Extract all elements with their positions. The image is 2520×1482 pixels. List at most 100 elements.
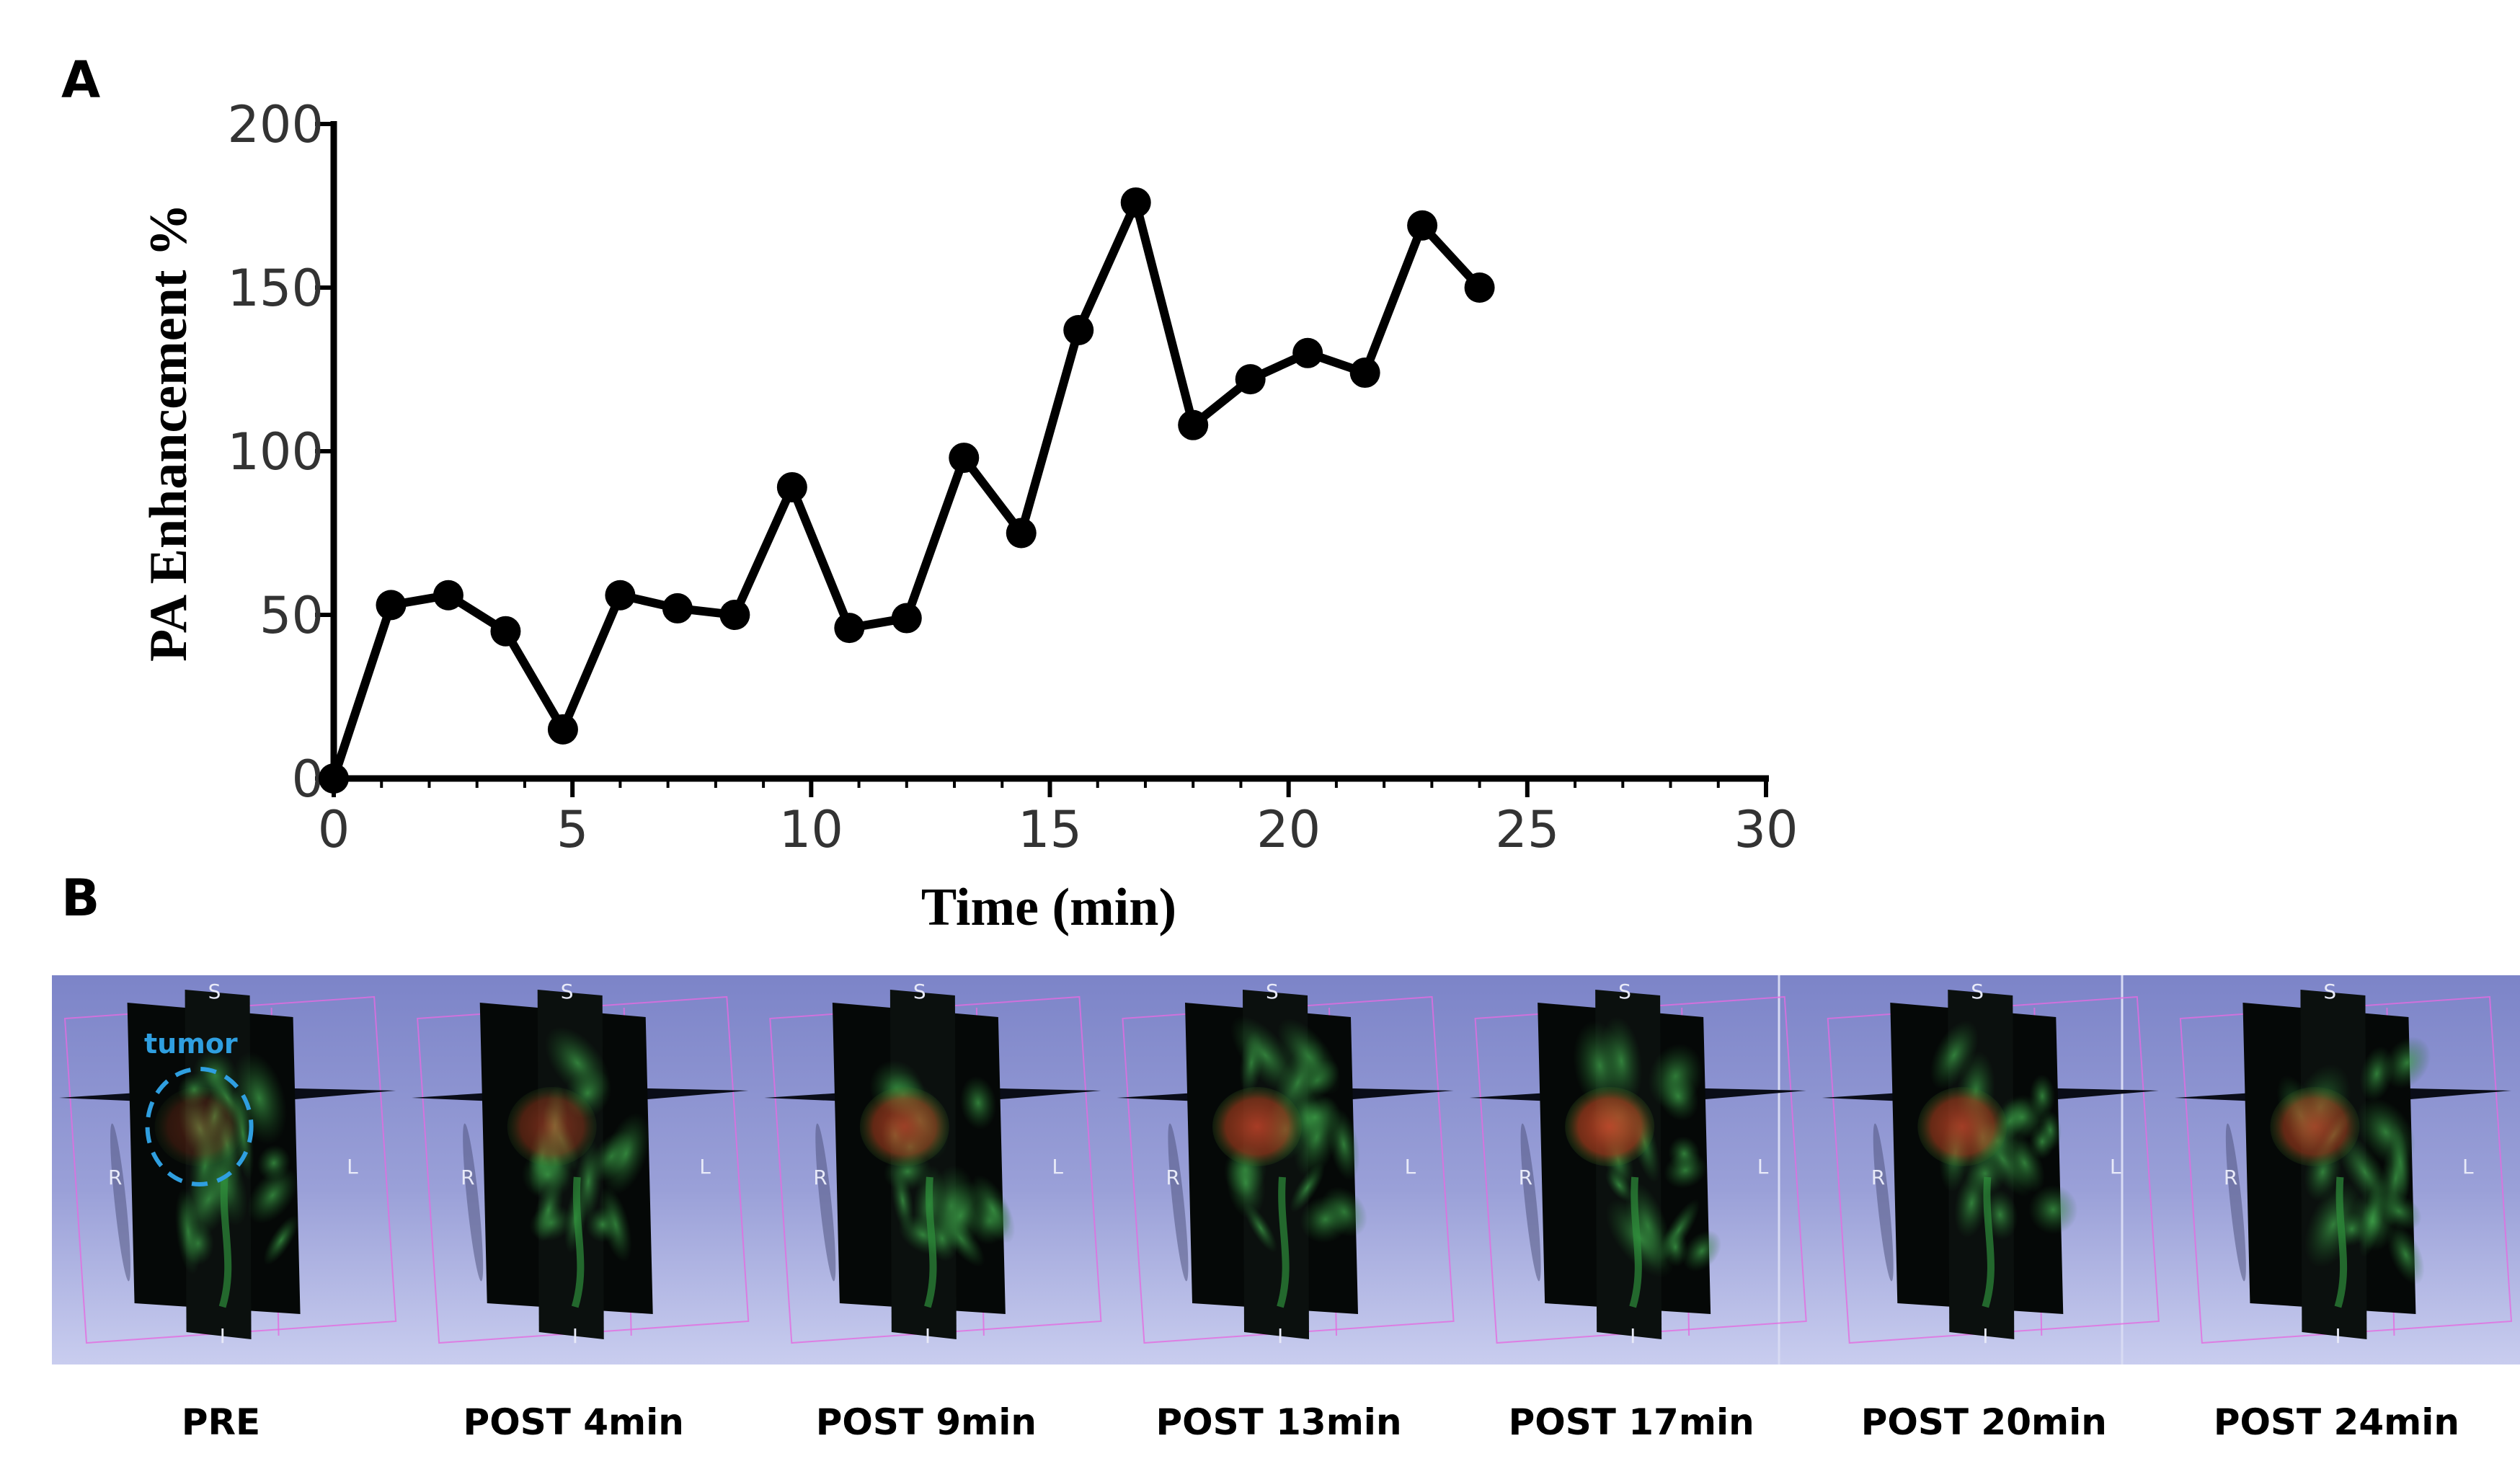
frame-caption: PRE [182,1401,260,1443]
label-left: L [1052,1155,1063,1179]
label-superior: S [1266,980,1279,1003]
volume-box [2179,995,2513,1344]
data-point [432,580,463,611]
shadow-streak [463,1123,484,1282]
tumor-outline [145,1067,254,1186]
series-line [329,198,1483,780]
imaging-frame: S I R L [1822,980,2160,1348]
vessel-trunk [571,1176,585,1308]
y-tick-label: 150 [227,259,324,318]
panel-a-letter: A [61,50,100,110]
panel-b-letter: B [61,869,99,928]
data-point [319,763,349,794]
label-inferior: I [1982,1324,1988,1348]
data-point [1120,187,1151,218]
vessel-trunk [924,1176,937,1308]
x-tick-label: 20 [1256,800,1321,859]
label-inferior: I [572,1324,578,1348]
y-tick-label: 0 [291,750,324,809]
label-left: L [347,1155,358,1179]
y-tick-label: 200 [227,95,324,154]
tumor-signal [2270,1087,2360,1166]
vessel-trunk [1982,1176,1995,1308]
data-point [949,443,980,474]
y-tick-label: 50 [259,586,324,645]
y-axis-title: PA Enhancement % [139,203,198,662]
volume-box [63,995,397,1344]
label-superior: S [913,980,926,1003]
label-inferior: I [925,1324,931,1348]
data-point [1235,364,1266,395]
data-point [1464,272,1495,303]
label-right: R [813,1166,827,1189]
label-inferior: I [1277,1324,1283,1348]
vessel-trunk [2334,1176,2348,1308]
data-point [1006,518,1037,549]
label-superior: S [1618,980,1631,1003]
tumor-signal [154,1087,244,1166]
shadow-streak [1873,1123,1894,1282]
frame-caption: POST 9min [816,1401,1037,1443]
imaging-frame: S I R L [2174,980,2513,1348]
shadow-streak [1168,1123,1189,1282]
shadow-streak [1520,1123,1541,1282]
data-point [1349,358,1380,389]
label-inferior: I [2335,1324,2341,1348]
data-point [719,600,750,630]
label-right: R [1871,1166,1885,1189]
frame-caption: POST 20min [1861,1401,2107,1443]
x-tick-label: 15 [1018,800,1082,859]
vessel-trunk [1629,1176,1642,1308]
vessel-trunk [1277,1176,1290,1308]
tumor-signal [859,1087,949,1166]
y-axis-ticks: 0 50 100 150 200 [227,95,334,809]
label-left: L [2462,1155,2474,1179]
label-right: R [108,1166,122,1189]
frame-caption: POST 13min [1155,1401,1401,1443]
label-right: R [1166,1166,1179,1189]
data-point [1178,409,1209,440]
x-tick-label: 0 [318,800,350,859]
vessel-trunk [218,1176,232,1308]
label-left: L [1405,1155,1416,1179]
frame-caption: POST 17min [1509,1401,1754,1443]
imaging-frame: S I R L [1469,980,1807,1348]
volume-box [1122,995,1455,1344]
label-superior: S [561,980,574,1003]
label-left: L [1757,1155,1769,1179]
label-superior: S [208,980,221,1003]
imaging-frame: S I R L [412,980,750,1348]
label-superior: S [2323,980,2336,1003]
data-point [547,714,578,745]
data-point [834,613,865,644]
label-right: R [461,1166,474,1189]
x-axis-title: Time (min) [921,878,1176,937]
shadow-streak [815,1123,836,1282]
tumor-signal [1212,1087,1302,1166]
data-point [1063,315,1094,346]
frame-caption: POST 4min [463,1401,684,1443]
frame-caption: POST 24min [2214,1401,2459,1443]
label-inferior: I [220,1324,226,1348]
data-series [319,187,1495,794]
data-point [605,580,636,611]
x-tick-label: 30 [1734,800,1798,859]
y-tick-label: 100 [227,422,324,482]
shadow-streak [2225,1123,2246,1282]
label-superior: S [1971,980,1984,1003]
imaging-frame: S I R L [764,980,1102,1348]
data-point [776,471,807,502]
data-point [662,593,693,624]
imaging-frame: S I R L [1117,980,1455,1348]
volume-box [417,995,750,1344]
shadow-streak [110,1123,130,1282]
data-point [1292,337,1323,368]
x-tick-label: 25 [1495,800,1559,859]
data-point [1407,210,1438,241]
label-left: L [2110,1155,2121,1179]
volume-box [1474,995,1807,1344]
tumor-signal [1565,1087,1655,1166]
